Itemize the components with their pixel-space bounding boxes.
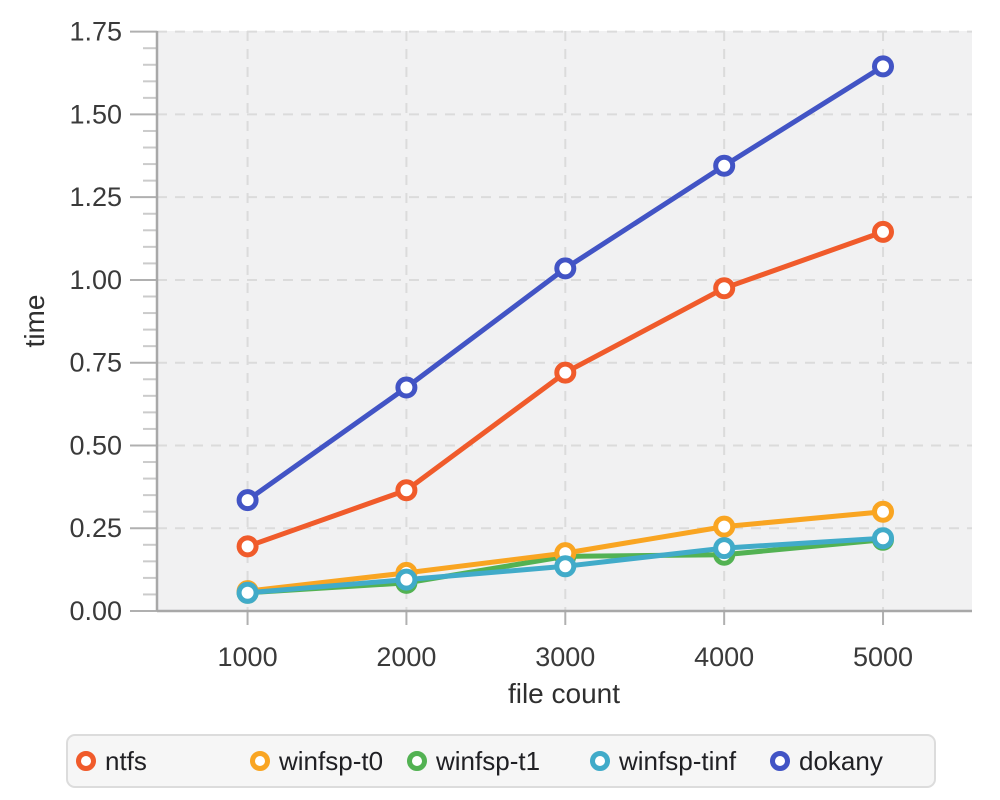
legend-item-ntfs: ntfs xyxy=(76,748,147,774)
y-tick-label: 1.50 xyxy=(69,99,122,129)
legend-marker-icon xyxy=(76,751,96,771)
legend-label: dokany xyxy=(799,746,883,776)
data-point-dokany xyxy=(713,154,736,177)
x-axis-title: file count xyxy=(508,678,620,709)
y-tick-label: 0.50 xyxy=(69,430,122,460)
y-tick-label: 0.25 xyxy=(69,513,122,543)
legend-label: winfsp-t0 xyxy=(279,746,384,776)
legend-marker-icon xyxy=(770,751,790,771)
x-tick-label: 4000 xyxy=(694,642,754,672)
series-dokany xyxy=(236,55,894,512)
y-axis-title: time xyxy=(19,295,50,348)
x-tick-label: 5000 xyxy=(853,642,913,672)
x-tick-label: 1000 xyxy=(218,642,278,672)
x-tick-label: 3000 xyxy=(535,642,595,672)
data-point-winfsp-t0 xyxy=(872,500,894,523)
line-chart: 0.00 0.25 0.50 0.75 1.00 1.25 1.50 1.75 1000 2000… xyxy=(19,17,972,709)
legend-item-winfsp-t0: winfsp-t0 xyxy=(250,748,383,774)
legend-label: winfsp-t1 xyxy=(436,746,541,776)
y-tick-label: 0.75 xyxy=(69,348,122,378)
x-tick-label: 2000 xyxy=(376,642,436,672)
legend: ntfs winfsp-t0 winfsp-t1 winfsp-tinf dokany xyxy=(66,734,936,788)
data-point-dokany xyxy=(395,376,418,399)
y-tick-label: 1.25 xyxy=(69,182,122,212)
series-ntfs xyxy=(236,220,894,558)
data-point-ntfs xyxy=(872,220,894,243)
legend-marker-icon xyxy=(407,751,427,771)
series-winfsp-tinf xyxy=(236,527,894,604)
legend-marker-icon xyxy=(590,751,610,771)
data-point-winfsp-t0 xyxy=(713,515,736,538)
legend-item-winfsp-t1: winfsp-t1 xyxy=(407,748,540,774)
legend-label: ntfs xyxy=(105,746,147,776)
data-point-winfsp-tinf xyxy=(554,555,577,578)
y-tick-label: 1.75 xyxy=(69,17,122,47)
data-point-dokany xyxy=(872,55,894,78)
y-tick-label: 0.00 xyxy=(69,596,122,626)
legend-item-winfsp-tinf: winfsp-tinf xyxy=(590,748,736,774)
data-point-winfsp-tinf xyxy=(872,527,894,550)
data-point-ntfs xyxy=(395,479,418,502)
data-point-ntfs xyxy=(236,535,259,558)
legend-label: winfsp-tinf xyxy=(619,746,737,776)
legend-item-dokany: dokany xyxy=(770,748,883,774)
legend-marker-icon xyxy=(250,751,270,771)
y-tick-label: 1.00 xyxy=(69,265,122,295)
data-point-ntfs xyxy=(713,277,736,300)
data-point-winfsp-tinf xyxy=(236,581,259,604)
data-point-dokany xyxy=(554,257,577,280)
data-point-winfsp-tinf xyxy=(395,568,418,591)
data-point-dokany xyxy=(236,489,259,512)
data-point-winfsp-tinf xyxy=(713,537,736,560)
data-point-ntfs xyxy=(554,361,577,384)
